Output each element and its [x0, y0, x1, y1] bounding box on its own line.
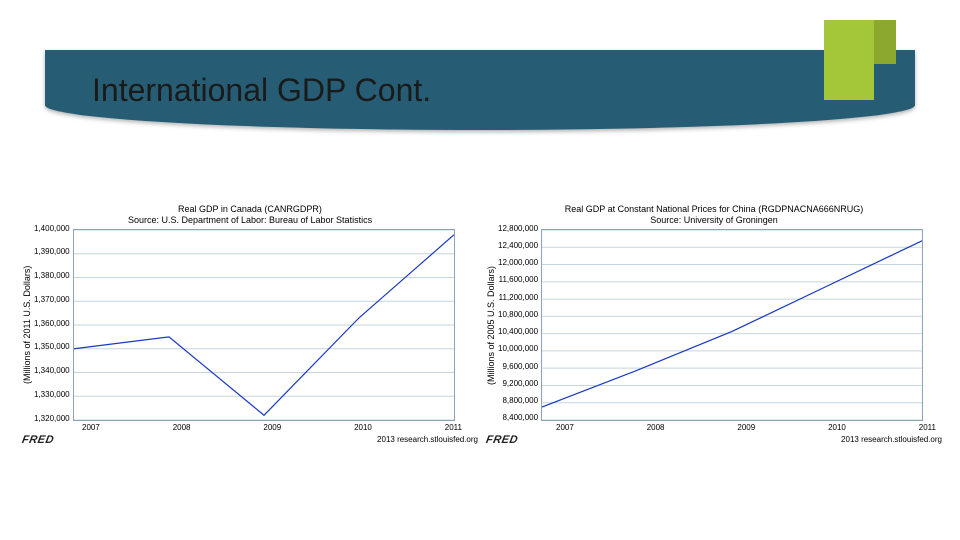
- chart-china-title: Real GDP at Constant National Prices for…: [484, 204, 944, 227]
- slide-title: International GDP Cont.: [92, 72, 431, 109]
- xtick-label: 2011: [445, 423, 462, 432]
- chart-china-plot: [541, 229, 923, 421]
- chart-canada-xticks: 2007 2008 2009 2010 2011: [82, 423, 462, 432]
- fred-logo: FRED: [486, 434, 518, 446]
- chart-china-plotwrap: (Millions of 2005 U.S. Dollars) 12,800,0…: [484, 229, 944, 421]
- xtick-label: 2010: [828, 423, 846, 432]
- slide: International GDP Cont. Real GDP in Cana…: [0, 0, 960, 540]
- chart-china-yticks: 12,800,00012,400,00012,000,00011,600,000…: [498, 229, 541, 419]
- chart-canada-yticks: 1,400,0001,390,0001,380,0001,370,0001,36…: [34, 229, 73, 419]
- xtick-label: 2011: [919, 423, 936, 432]
- xtick-label: 2009: [737, 423, 755, 432]
- chart-china-source: 2013 research.stlouisfed.org: [841, 435, 942, 444]
- xtick-label: 2008: [173, 423, 191, 432]
- chart-china-title-1: Real GDP at Constant National Prices for…: [565, 204, 863, 214]
- chart-canada-svg: [74, 230, 454, 420]
- chart-china-line: [542, 240, 922, 406]
- chart-china-svg: [542, 230, 922, 420]
- xtick-label: 2008: [647, 423, 665, 432]
- chart-canada-footer: FRED 2013 research.stlouisfed.org: [20, 434, 480, 446]
- chart-china-title-2: Source: University of Groningen: [650, 215, 778, 225]
- chart-china-xticks: 2007 2008 2009 2010 2011: [556, 423, 936, 432]
- chart-canada-title: Real GDP in Canada (CANRGDPR) Source: U.…: [20, 204, 480, 227]
- chart-canada-ylabel: (Millions of 2011 U.S. Dollars): [20, 229, 34, 421]
- xtick-label: 2010: [354, 423, 372, 432]
- xtick-label: 2009: [263, 423, 281, 432]
- chart-canada-title-1: Real GDP in Canada (CANRGDPR): [178, 204, 322, 214]
- chart-canada-plotwrap: (Millions of 2011 U.S. Dollars) 1,400,00…: [20, 229, 480, 421]
- fred-logo: FRED: [22, 434, 54, 446]
- accent-block: [824, 20, 874, 100]
- chart-canada-title-2: Source: U.S. Department of Labor: Bureau…: [128, 215, 372, 225]
- chart-china-ylabel: (Millions of 2005 U.S. Dollars): [484, 229, 498, 421]
- xtick-label: 2007: [82, 423, 100, 432]
- xtick-label: 2007: [556, 423, 574, 432]
- charts-row: Real GDP in Canada (CANRGDPR) Source: U.…: [20, 200, 944, 446]
- chart-china-footer: FRED 2013 research.stlouisfed.org: [484, 434, 944, 446]
- chart-canada-plot: [73, 229, 455, 421]
- chart-canada: Real GDP in Canada (CANRGDPR) Source: U.…: [20, 200, 480, 446]
- chart-canada-source: 2013 research.stlouisfed.org: [377, 435, 478, 444]
- chart-china: Real GDP at Constant National Prices for…: [484, 200, 944, 446]
